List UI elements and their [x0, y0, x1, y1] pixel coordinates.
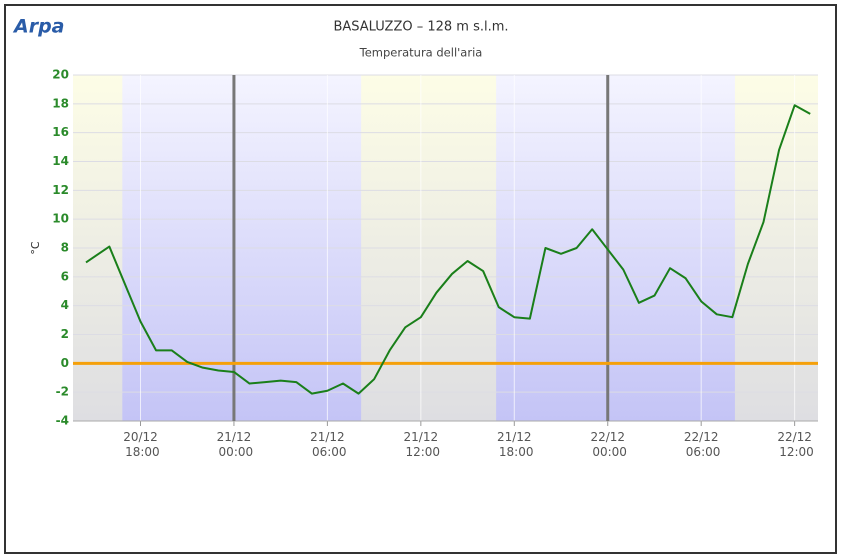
y-tick-label: 16: [52, 125, 69, 139]
y-tick-label: -2: [56, 385, 69, 399]
x-tick-label: 22/12 00:00: [589, 430, 627, 459]
y-tick-label: 10: [52, 212, 69, 226]
x-tick-label: 22/12 12:00: [775, 430, 813, 459]
x-tick-label: 21/12 00:00: [215, 430, 253, 459]
y-tick-label: 2: [61, 327, 69, 341]
temperature-line: [85, 104, 811, 395]
y-tick-label: 4: [61, 298, 69, 312]
logo: Arpa: [12, 16, 65, 38]
x-tick-label: 22/12 06:00: [682, 430, 720, 459]
y-tick-label: 18: [52, 96, 69, 110]
y-tick-label: 20: [52, 68, 69, 82]
y-tick-label: 12: [52, 183, 69, 197]
y-tick-label: 14: [52, 154, 69, 168]
y-axis-label: °C: [29, 241, 42, 255]
y-tick-label: -4: [56, 414, 69, 428]
x-tick-label: 21/12 06:00: [308, 430, 346, 459]
x-tick-label: 21/12 18:00: [495, 430, 533, 459]
y-tick-label: 8: [61, 241, 69, 255]
y-tick-label: 0: [61, 356, 69, 370]
chart-subtitle: Temperatura dell'aria: [359, 46, 483, 60]
chart-title: BASALUZZO – 128 m s.l.m.: [333, 20, 508, 35]
x-tick-label: 21/12 12:00: [402, 430, 440, 459]
x-tick-label: 20/12 18:00: [121, 430, 159, 459]
y-tick-label: 6: [61, 269, 69, 283]
